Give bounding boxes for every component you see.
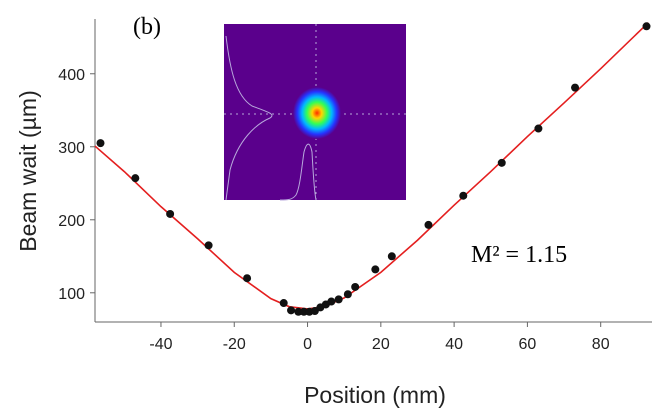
panel-label: (b) [133,14,161,40]
plot-axes [94,19,652,323]
x-tick-label: -40 [149,336,172,353]
data-point [334,295,343,304]
y-tick-label: 100 [58,286,85,303]
data-point [497,158,506,167]
x-axis-title: Position (mm) [304,382,446,408]
x-tick-label: 80 [592,336,610,353]
data-points [96,22,651,316]
data-point [571,83,580,92]
beam-profile-inset [224,24,406,201]
horizontal-profile-curve [279,143,317,201]
data-point [387,252,396,261]
data-point [534,124,543,133]
data-point [131,174,140,183]
x-tick-label: 0 [303,336,312,353]
y-tick-label: 400 [58,67,85,84]
data-point [371,265,380,274]
m-squared-annotation: M² = 1.15 [471,242,567,268]
data-point [459,191,468,200]
data-point [294,307,303,316]
data-point [343,290,352,299]
data-point [243,274,252,283]
data-point [299,307,308,316]
data-point [327,297,336,306]
data-point [96,139,105,148]
data-point [279,299,288,308]
x-tick-label: 40 [445,336,463,353]
data-point [424,220,433,229]
x-tick-label: 20 [372,336,390,353]
y-tick-label: 300 [58,140,85,157]
data-point [204,241,213,250]
data-point [642,22,651,31]
axis-ticks: -40 -20 0 20 40 60 80 100 200 300 400 [58,67,609,353]
y-axis-title: Beam wait (µm) [15,90,41,252]
x-tick-label: -20 [223,336,246,353]
vertical-profile-curve [225,35,273,201]
beam-spot [293,87,341,139]
data-point [351,282,360,291]
y-tick-label: 200 [58,213,85,230]
data-point [166,209,175,218]
data-point [287,306,296,315]
x-tick-label: 60 [519,336,537,353]
